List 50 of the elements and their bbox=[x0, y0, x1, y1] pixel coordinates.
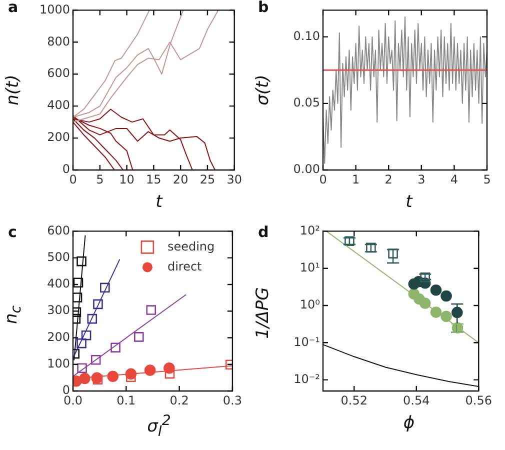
x-tick-label: 0.1 bbox=[116, 393, 136, 408]
x-axis-title: t bbox=[154, 192, 164, 212]
y-tick-label: 400 bbox=[47, 98, 70, 112]
x-axis-title: t bbox=[404, 192, 414, 212]
x-tick-label: 0.54 bbox=[403, 393, 430, 408]
y-tick-label: 100 bbox=[47, 356, 70, 370]
y-axis-title: n(t) bbox=[3, 74, 23, 106]
legend-label: seeding bbox=[167, 239, 215, 254]
y-tick-label: 0.10 bbox=[293, 28, 320, 43]
y-tick-label: 10⁰ bbox=[300, 298, 320, 312]
x-tick-label: 30 bbox=[226, 172, 242, 186]
x-tick-label: 1 bbox=[352, 172, 360, 186]
x-tick-label: 4 bbox=[450, 172, 458, 186]
legend-label: direct bbox=[167, 259, 202, 274]
y-tick-label: 0.05 bbox=[293, 96, 320, 110]
y-tick-label: 1000 bbox=[39, 2, 70, 16]
y-tick-label: 0.00 bbox=[293, 162, 320, 176]
y-tick-label: 200 bbox=[47, 330, 70, 344]
chart-title: b bbox=[258, 0, 269, 16]
y-tick-label: 500 bbox=[47, 250, 70, 264]
y-tick-label: 600 bbox=[47, 66, 70, 80]
chart-title: a bbox=[8, 0, 18, 16]
x-tick-label: 20 bbox=[172, 172, 188, 186]
x-tick-label: 2 bbox=[384, 172, 392, 186]
x-axis-title: ϕ bbox=[402, 413, 416, 433]
y-tick-label: 200 bbox=[47, 130, 70, 144]
x-tick-label: 0.56 bbox=[465, 393, 492, 408]
y-tick-label: 10⁻² bbox=[294, 372, 320, 386]
y-tick-label: 600 bbox=[47, 223, 70, 238]
y-axis-title: 1/ΔPG bbox=[253, 287, 273, 339]
y-tick-label: 400 bbox=[47, 276, 70, 291]
y-tick-label: 10² bbox=[300, 223, 320, 238]
x-tick-label: 15 bbox=[146, 172, 162, 186]
y-tick-label: 0 bbox=[62, 162, 70, 176]
y-tick-label: 800 bbox=[47, 34, 70, 48]
y-axis-title: σ(t) bbox=[253, 74, 273, 106]
y-tick-label: 10⁻¹ bbox=[294, 334, 320, 349]
chart-title: c bbox=[8, 223, 17, 241]
x-tick-label: 0.52 bbox=[340, 393, 368, 408]
x-tick-label: 25 bbox=[200, 172, 216, 186]
x-tick-label: 0.2 bbox=[170, 393, 189, 408]
x-tick-label: 5 bbox=[483, 172, 491, 186]
x-tick-label: 5 bbox=[96, 172, 104, 186]
x-tick-label: 0.0 bbox=[63, 393, 83, 408]
chart-title: d bbox=[258, 223, 269, 241]
x-tick-label: 10 bbox=[119, 172, 134, 186]
x-tick-label: 0.3 bbox=[222, 393, 242, 408]
y-tick-label: 300 bbox=[47, 303, 70, 318]
x-tick-label: 3 bbox=[418, 172, 426, 186]
y-tick-label: 10¹ bbox=[300, 260, 320, 274]
